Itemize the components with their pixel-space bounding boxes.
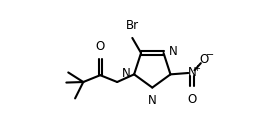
Text: +: + bbox=[193, 64, 200, 73]
Text: O: O bbox=[199, 53, 209, 66]
Text: N: N bbox=[148, 94, 157, 107]
Text: Br: Br bbox=[126, 19, 139, 32]
Text: N: N bbox=[169, 45, 177, 58]
Text: N: N bbox=[122, 67, 130, 80]
Text: O: O bbox=[95, 40, 105, 53]
Text: O: O bbox=[187, 93, 197, 106]
Text: N: N bbox=[187, 67, 196, 79]
Text: −: − bbox=[206, 50, 214, 60]
